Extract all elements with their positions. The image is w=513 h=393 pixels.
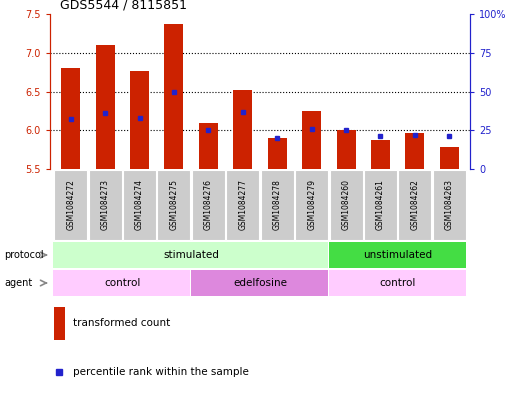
Bar [295,171,328,240]
Text: agent: agent [4,278,32,288]
Text: unstimulated: unstimulated [363,250,432,260]
Bar [226,171,259,240]
Bar [130,71,149,169]
Bar [199,123,218,169]
Text: GDS5544 / 8115851: GDS5544 / 8115851 [60,0,187,12]
Bar [157,171,190,240]
Text: percentile rank within the sample: percentile rank within the sample [73,367,249,377]
Bar [405,132,424,169]
Bar [329,270,466,296]
Bar [191,270,328,296]
Text: stimulated: stimulated [163,250,219,260]
Text: GSM1084272: GSM1084272 [66,180,75,230]
Bar [302,111,321,169]
Text: GSM1084262: GSM1084262 [410,180,420,230]
Text: transformed count: transformed count [73,318,170,328]
Bar [165,24,184,169]
Bar [364,171,397,240]
Text: control: control [380,278,416,288]
Text: GSM1084278: GSM1084278 [273,180,282,230]
Text: GSM1084273: GSM1084273 [101,180,110,231]
Text: GSM1084260: GSM1084260 [342,180,350,231]
Bar [54,171,87,240]
Text: edelfosine: edelfosine [233,278,287,288]
Text: GSM1084279: GSM1084279 [307,180,316,231]
Bar [433,171,466,240]
Bar [95,45,114,169]
Bar [53,242,328,268]
Bar [268,138,287,169]
Text: GSM1084274: GSM1084274 [135,180,144,231]
Bar [329,242,466,268]
Bar [192,171,225,240]
Text: GSM1084275: GSM1084275 [169,180,179,231]
Text: GSM1084277: GSM1084277 [238,180,247,231]
Text: protocol: protocol [4,250,44,260]
Bar [233,90,252,169]
Bar [123,171,156,240]
Bar [440,147,459,169]
Bar [329,171,363,240]
Bar [53,270,190,296]
Bar [61,68,80,169]
Bar [371,140,390,169]
Text: GSM1084276: GSM1084276 [204,180,213,231]
Bar [399,171,431,240]
Bar [54,307,65,340]
Text: GSM1084261: GSM1084261 [376,180,385,230]
Text: control: control [104,278,141,288]
Bar [337,130,356,169]
Bar [89,171,122,240]
Text: GSM1084263: GSM1084263 [445,180,454,231]
Bar [261,171,294,240]
